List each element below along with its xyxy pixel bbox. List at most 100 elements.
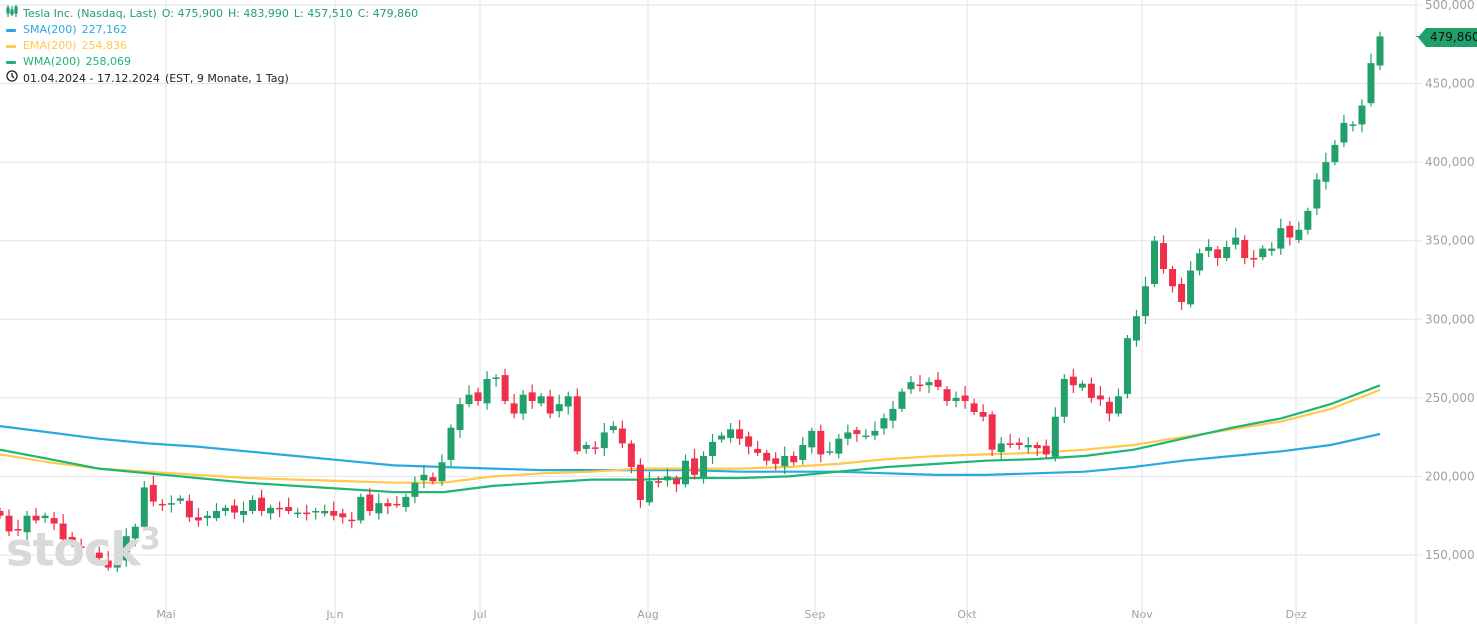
candle-up (862, 435, 870, 438)
legend-sma[interactable]: SMA(200) 227,162 (6, 22, 418, 38)
candle-up (420, 474, 428, 481)
candle-down (149, 485, 157, 502)
candle-up (889, 408, 897, 421)
candle-up (483, 379, 491, 404)
candle-down (185, 500, 193, 518)
candle-down (32, 515, 40, 521)
candle-down (573, 396, 581, 452)
high-value: H: 483,990 (227, 6, 289, 20)
candle-up (1205, 247, 1213, 251)
candle-up (438, 462, 446, 482)
candle-down (258, 497, 266, 511)
open-value: O: 475,900 (161, 6, 223, 20)
candle-up (1349, 124, 1357, 126)
candle-up (1304, 210, 1312, 230)
candle-up (23, 515, 31, 533)
candle-down (943, 389, 951, 401)
candle-up (456, 404, 464, 431)
candle-up (781, 456, 789, 467)
candle-up (564, 396, 572, 407)
ma-line-sma200 (0, 425, 1381, 476)
y-tick-label: 350,000 (1425, 234, 1475, 248)
candle-down (745, 436, 753, 447)
candle-down (1250, 258, 1258, 260)
candle-up (727, 429, 735, 438)
candle-down (754, 448, 762, 453)
candle-down (5, 515, 13, 532)
candle-up (203, 515, 211, 519)
candle-down (393, 503, 401, 506)
candle-up (1277, 228, 1285, 249)
candle-down (591, 447, 599, 449)
candle-up (519, 394, 527, 414)
candle-up (681, 460, 689, 485)
candle-down (763, 452, 771, 461)
candle-up (411, 482, 419, 497)
candle-down (104, 560, 112, 568)
candle-down (276, 507, 284, 510)
candle-up (1259, 248, 1267, 258)
candle-up (645, 481, 653, 503)
candle-up (871, 430, 879, 436)
candle-down (14, 529, 22, 531)
last-price-tag: 479,860 (1418, 28, 1477, 47)
candle-up (321, 511, 329, 514)
candle-down (961, 395, 969, 401)
candle-up (1123, 338, 1131, 394)
candle-down (691, 458, 699, 475)
candle-up (1132, 316, 1140, 341)
candle-up (1367, 63, 1375, 104)
candle-down (86, 547, 94, 555)
candle-up (1078, 383, 1086, 388)
candle-up (312, 511, 320, 513)
candle-down (1286, 225, 1294, 238)
candle-down (285, 507, 293, 511)
candle-down (77, 546, 85, 548)
candle-down (1069, 376, 1077, 386)
candle-down (50, 518, 58, 524)
candle-down (979, 412, 987, 417)
candle-down (772, 458, 780, 464)
candle-up (1114, 396, 1122, 414)
candle-up (41, 515, 49, 519)
candle-up (122, 536, 130, 561)
candle-down (636, 464, 644, 500)
candle-up (1295, 229, 1303, 240)
candle-up (465, 394, 473, 405)
candle-up (167, 503, 175, 505)
wma-swatch-icon (6, 60, 16, 64)
candle-up (1051, 416, 1059, 457)
legend-wma[interactable]: WMA(200) 258,069 (6, 54, 418, 70)
candle-up (835, 438, 843, 454)
candle-up (537, 396, 545, 404)
chart-legend: Tesla Inc. (Nasdaq, Last) O: 475,900 H: … (6, 5, 418, 87)
candle-up (1151, 240, 1159, 284)
low-value: L: 457,510 (293, 6, 353, 20)
candle-down (916, 384, 924, 386)
candle-up (799, 445, 807, 460)
candle-down (654, 481, 662, 483)
candle-down (158, 503, 166, 506)
candle-down (0, 511, 4, 516)
candlestick-icon (6, 5, 18, 22)
candle-up (176, 498, 184, 501)
candle-up (212, 511, 220, 519)
candle-down (817, 430, 825, 455)
candle-up (1223, 247, 1231, 258)
date-range: 01.04.2024 - 17.12.2024 (23, 71, 160, 85)
candle-down (1087, 383, 1095, 398)
candle-down (330, 511, 338, 516)
wma-value: 258,069 (85, 55, 131, 68)
candle-down (429, 477, 437, 482)
candle-down (194, 517, 202, 521)
candle-up (925, 382, 933, 386)
candle-down (95, 552, 103, 559)
candle-up (1187, 270, 1195, 305)
candle-up (880, 418, 888, 429)
ma-line-wma200 (0, 384, 1381, 494)
y-tick-label: 200,000 (1425, 469, 1475, 483)
candle-down (366, 494, 374, 511)
legend-ema[interactable]: EMA(200) 254,836 (6, 38, 418, 54)
sma-swatch-icon (6, 28, 16, 32)
